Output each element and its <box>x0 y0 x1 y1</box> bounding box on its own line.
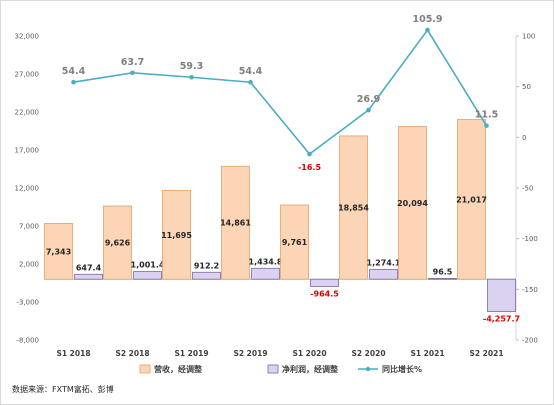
legend-marker-growth <box>365 366 371 372</box>
net-profit-bar <box>74 273 103 280</box>
revenue-bar <box>221 165 250 280</box>
growth-point <box>248 79 253 85</box>
legend-swatch-net-profit <box>267 364 279 374</box>
net-profit-bar-label: 912.2 <box>194 261 219 270</box>
net-profit-bar <box>487 278 516 312</box>
y-right-tick-label: 100 <box>522 33 535 41</box>
net-profit-bar <box>369 269 398 280</box>
growth-point <box>366 107 371 113</box>
y-left-tick-label: 2,000 <box>19 261 39 269</box>
net-profit-bar <box>192 271 221 280</box>
x-tick-label: S2 2021 <box>469 349 503 358</box>
x-tick-label: S2 2020 <box>351 349 385 358</box>
growth-point <box>130 70 135 76</box>
revenue-bar-label: 20,094 <box>397 199 428 208</box>
x-tick-label: S1 2021 <box>410 349 444 358</box>
growth-point-label: 63.7 <box>121 57 144 68</box>
y-left-tick-label: -8,000 <box>16 337 39 345</box>
y-left-tick-label: 27,000 <box>15 71 40 79</box>
growth-point <box>71 79 76 85</box>
growth-point-label: -16.5 <box>298 163 321 172</box>
growth-point-label: 26.9 <box>357 94 380 105</box>
revenue-bar <box>457 119 486 280</box>
net-profit-bar <box>428 278 457 280</box>
y-right-tick-label: 0 <box>522 134 526 142</box>
revenue-bar-label: 7,343 <box>46 247 71 256</box>
x-tick-label: S2 2018 <box>115 349 149 358</box>
revenue-bar <box>339 135 368 280</box>
y-left-tick-label: 17,000 <box>15 147 40 155</box>
revenue-bar-label: 11,695 <box>161 231 192 240</box>
growth-point-label: 105.9 <box>412 14 442 25</box>
x-tick-label: S1 2019 <box>174 349 208 358</box>
y-left-tick-label: 12,000 <box>15 185 40 193</box>
y-left-tick-label: 22,000 <box>15 109 40 117</box>
revenue-bar-label: 9,761 <box>282 238 308 247</box>
growth-point <box>307 151 312 157</box>
revenue-bar <box>103 205 132 280</box>
net-profit-bar-label: 1,274.1 <box>367 259 401 268</box>
net-profit-bar-label: 1,001.4 <box>131 261 165 270</box>
growth-point-label: 11.5 <box>475 110 498 121</box>
legend-label-net-profit: 净利润，经调整 <box>282 364 338 374</box>
net-profit-bar-label: -4,257.7 <box>483 315 520 324</box>
net-profit-bar-label: 1,434.8 <box>249 257 283 266</box>
revenue-bar-label: 21,017 <box>456 195 487 204</box>
revenue-bar-label: 9,626 <box>105 239 131 248</box>
growth-line <box>73 28 488 156</box>
legend-label-growth: 同比增长% <box>382 364 422 374</box>
x-tick-label: S1 2018 <box>56 349 90 358</box>
legend-swatch-revenue <box>139 364 151 374</box>
revenue-bar-label: 18,854 <box>338 204 369 213</box>
revenue-bar <box>162 189 191 280</box>
y-left-tick-label: -3,000 <box>16 299 39 307</box>
growth-point-label: 54.4 <box>62 66 86 77</box>
net-profit-bar-label: 96.5 <box>433 267 453 276</box>
growth-point-label: 59.3 <box>180 61 203 72</box>
net-profit-bar <box>310 278 339 287</box>
net-profit-bar <box>133 271 162 280</box>
revenue-bar <box>44 222 73 280</box>
revenue-bar-label: 14,861 <box>220 219 251 228</box>
legend-label-revenue: 营收，经调整 <box>154 364 202 374</box>
y-right-tick-label: -150 <box>522 286 538 294</box>
y-right-tick-label: -200 <box>522 337 538 345</box>
growth-point <box>189 74 194 80</box>
growth-point <box>484 123 489 128</box>
x-tick-label: S2 2019 <box>233 349 267 358</box>
net-profit-bar <box>251 267 280 280</box>
revenue-bar <box>280 204 309 280</box>
y-right-tick-label: -50 <box>522 185 533 193</box>
y-left-tick-label: 32,000 <box>15 33 40 41</box>
growth-point-label: 54.4 <box>239 66 263 77</box>
y-right-tick-label: -100 <box>522 235 538 243</box>
y-left-tick-label: 7,000 <box>19 223 39 231</box>
y-right-tick-label: 50 <box>522 83 531 91</box>
x-tick-label: S1 2020 <box>292 349 326 358</box>
growth-point <box>425 27 430 33</box>
revenue-bar <box>398 126 427 280</box>
net-profit-bar-label: -964.5 <box>310 290 339 299</box>
source-note: 数据来源：FXTM富拓、彭博 <box>12 385 114 394</box>
net-profit-bar-label: 647.4 <box>76 263 102 272</box>
